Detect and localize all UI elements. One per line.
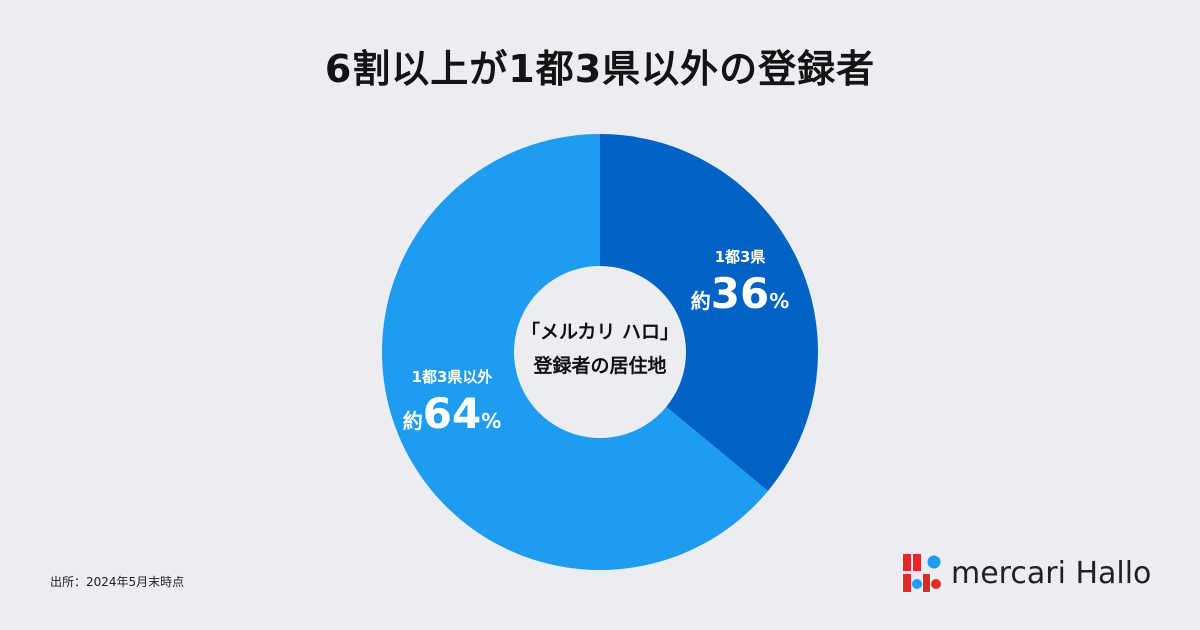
chart-title: 6割以上が1都3県以外の登録者: [324, 47, 876, 91]
donut-slice: [381, 134, 768, 571]
slice-label: 1都3県以外: [412, 368, 493, 386]
logo-text: mercari Hallo: [951, 555, 1152, 591]
slice-value-label: 約36%: [691, 269, 790, 318]
logo-mark-icon: [903, 554, 941, 592]
source-note: 出所：2024年5月末時点: [50, 575, 185, 589]
slice-value-label: 約64%: [403, 389, 502, 438]
mercari-hallo-logo: mercari Hallo: [903, 553, 1151, 593]
slice-label: 1都3県: [715, 248, 766, 266]
donut-slice: [600, 134, 818, 491]
center-label-line: 登録者の居住地: [532, 354, 666, 377]
center-label-line: 「メルカリ ハロ」: [521, 320, 679, 343]
